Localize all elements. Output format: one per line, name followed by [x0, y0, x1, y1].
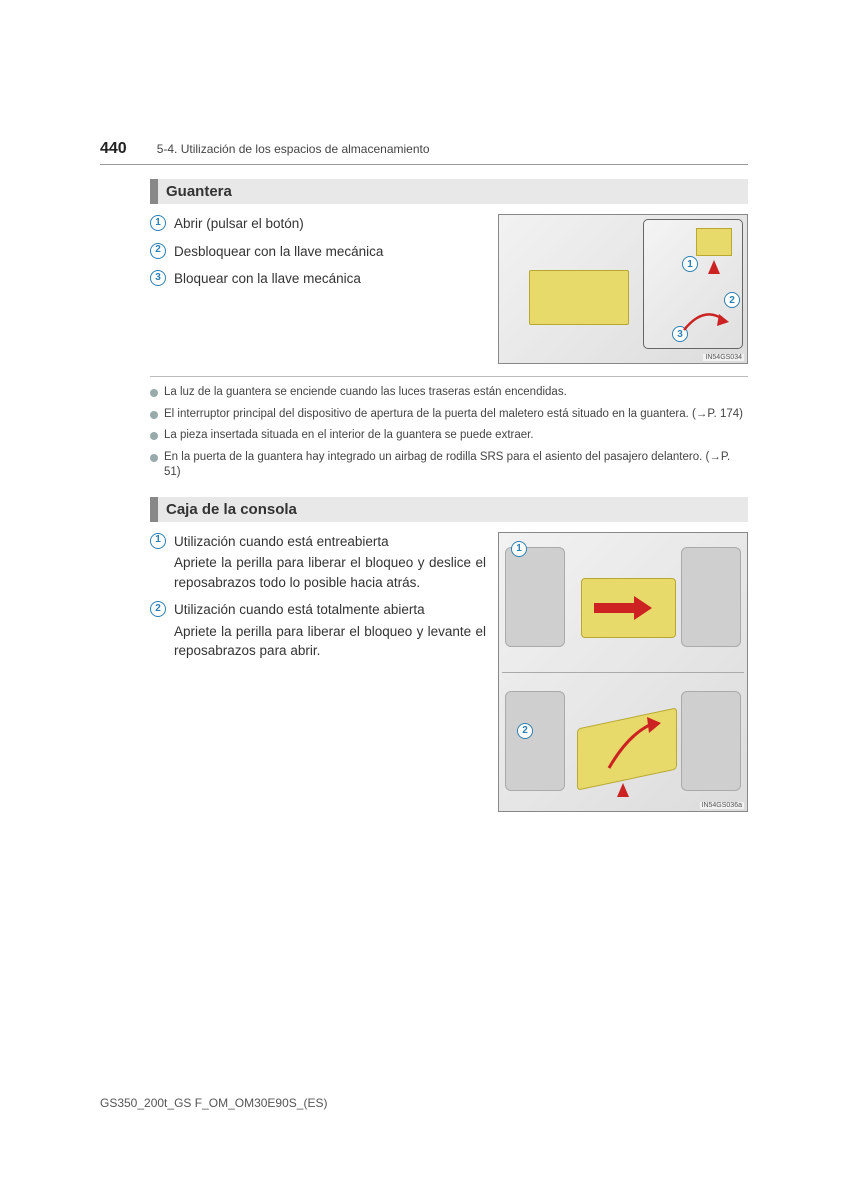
step-3-icon: 3	[150, 270, 166, 286]
arc-arrow-icon	[679, 300, 729, 340]
figure-code: IN54GS036a	[700, 802, 744, 809]
step-title: Utilización cuando está totalmente abier…	[174, 600, 486, 620]
content-area: Guantera 1 Abrir (pulsar el botón) 2 Des…	[150, 179, 748, 812]
inset-highlight	[696, 228, 732, 256]
section-header-consola: Caja de la consola	[150, 497, 748, 522]
page-number: 440	[100, 140, 127, 158]
consola-row: 1 Utilización cuando está entreabierta A…	[150, 532, 748, 812]
bullet-icon	[150, 389, 158, 397]
manual-page: 440 5-4. Utilización de los espacios de …	[0, 0, 848, 812]
seat-shape	[681, 547, 741, 647]
glovebox-highlight	[529, 270, 629, 325]
list-item: La pieza insertada situada en el interio…	[150, 428, 748, 444]
bullet-text: La pieza insertada situada en el interio…	[164, 428, 534, 444]
section-header-guantera: Guantera	[150, 179, 748, 204]
figure-code: IN54GS034	[703, 354, 744, 361]
page-header: 440 5-4. Utilización de los espacios de …	[100, 140, 748, 165]
footer-code: GS350_200t_GS F_OM_OM30E90S_(ES)	[100, 1096, 327, 1110]
list-item: 2 Utilización cuando está totalmente abi…	[150, 600, 486, 661]
section-path: 5-4. Utilización de los espacios de alma…	[157, 142, 430, 156]
bullet-icon	[150, 454, 158, 462]
list-item: En la puerta de la guantera hay integrad…	[150, 450, 748, 481]
list-item: 1 Utilización cuando está entreabierta A…	[150, 532, 486, 593]
bullet-icon	[150, 411, 158, 419]
step-desc: Apriete la perilla para liberar el bloqu…	[174, 553, 486, 592]
list-item: 2 Desbloquear con la llave mecánica	[150, 242, 486, 262]
list-item: 3 Bloquear con la llave mecánica	[150, 269, 486, 289]
arc-arrow-icon	[599, 713, 669, 783]
section-title: Guantera	[158, 179, 240, 204]
step-text: Bloquear con la llave mecánica	[174, 269, 361, 289]
step-2-icon: 2	[150, 601, 166, 617]
step-1-icon: 1	[150, 533, 166, 549]
step-body: Utilización cuando está totalmente abier…	[174, 600, 486, 661]
arrow-icon	[617, 783, 629, 797]
step-text: Desbloquear con la llave mecánica	[174, 242, 383, 262]
notes-list: La luz de la guantera se enciende cuando…	[150, 376, 748, 481]
figure-divider	[502, 672, 744, 673]
step-text: Abrir (pulsar el botón)	[174, 214, 304, 234]
consola-text: 1 Utilización cuando está entreabierta A…	[150, 532, 486, 812]
callout-1-icon: 1	[511, 541, 527, 557]
step-title: Utilización cuando está entreabierta	[174, 532, 486, 552]
seat-shape	[505, 691, 565, 791]
bullet-icon	[150, 432, 158, 440]
guantera-row: 1 Abrir (pulsar el botón) 2 Desbloquear …	[150, 214, 748, 364]
list-item: 1 Abrir (pulsar el botón)	[150, 214, 486, 234]
arrow-icon	[594, 593, 654, 623]
list-item: El interruptor principal del dispositivo…	[150, 407, 748, 423]
list-item: La luz de la guantera se enciende cuando…	[150, 385, 748, 401]
callout-2-icon: 2	[517, 723, 533, 739]
step-body: Utilización cuando está entreabierta Apr…	[174, 532, 486, 593]
step-desc: Apriete la perilla para liberar el bloqu…	[174, 622, 486, 661]
callout-1-icon: 1	[682, 256, 698, 272]
section-bar	[150, 179, 158, 204]
step-1-icon: 1	[150, 215, 166, 231]
step-2-icon: 2	[150, 243, 166, 259]
guantera-figure: 1 2 3 IN54GS034	[498, 214, 748, 364]
arrow-icon	[708, 260, 720, 274]
guantera-text: 1 Abrir (pulsar el botón) 2 Desbloquear …	[150, 214, 486, 364]
bullet-text: El interruptor principal del dispositivo…	[164, 407, 743, 423]
seat-shape	[681, 691, 741, 791]
section-title: Caja de la consola	[158, 497, 305, 522]
figure-inset: 1 2 3	[643, 219, 743, 349]
bullet-text: En la puerta de la guantera hay integrad…	[164, 450, 748, 481]
consola-figure: 1 2 IN54GS036a	[498, 532, 748, 812]
bullet-text: La luz de la guantera se enciende cuando…	[164, 385, 567, 401]
seat-shape	[505, 547, 565, 647]
section-bar	[150, 497, 158, 522]
